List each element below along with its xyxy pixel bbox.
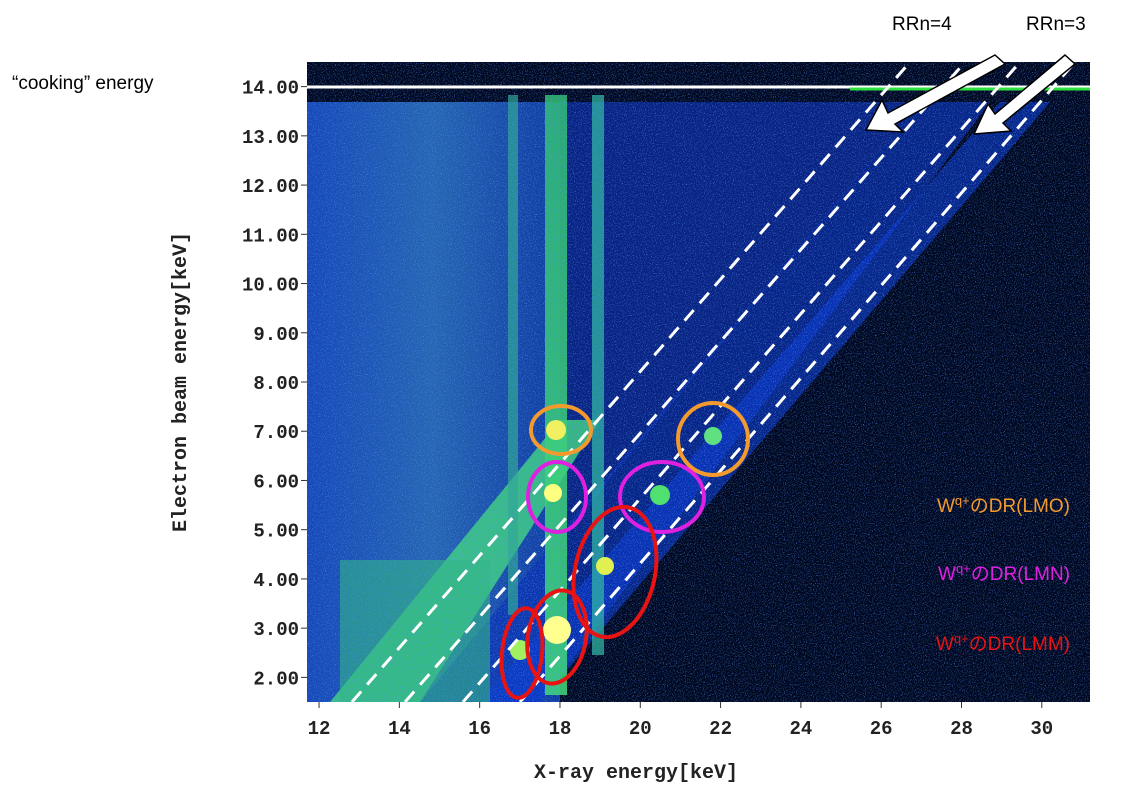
x-tick-label: 24 xyxy=(789,718,812,740)
dr-label: Wq+のDR(LMO) xyxy=(937,493,1070,517)
rr-lines xyxy=(350,62,1077,702)
dr-circles xyxy=(499,401,750,700)
dr-label-rest: のDR(LMO) xyxy=(970,496,1070,517)
y-tick-label: 10.00 xyxy=(242,275,299,297)
y-tick-label: 2.00 xyxy=(253,668,299,690)
x-tick-label: 12 xyxy=(308,718,331,740)
x-tick-label: 28 xyxy=(950,718,973,740)
y-tick-label: 7.00 xyxy=(253,422,299,444)
x-tick-label: 18 xyxy=(549,718,572,740)
y-tick-label: 3.00 xyxy=(253,619,299,641)
y-tick-label: 4.00 xyxy=(253,570,299,592)
y-tick-label: 6.00 xyxy=(253,471,299,493)
y-tick-label: 9.00 xyxy=(253,324,299,346)
x-tick-label: 20 xyxy=(629,718,652,740)
dr-label-sup: q+ xyxy=(954,631,969,646)
cooking-label: “cooking” energy xyxy=(12,73,154,94)
x-tick-label: 22 xyxy=(709,718,732,740)
y-tick-label: 11.00 xyxy=(242,225,299,247)
dr-label-sup: q+ xyxy=(956,561,971,576)
y-axis-label: Electron beam energy[keV] xyxy=(170,232,193,532)
x-axis-label: X-ray energy[keV] xyxy=(534,762,738,785)
dr-label-base: W xyxy=(938,564,956,585)
dr-label-base: W xyxy=(937,496,955,517)
dr-label: Wq+のDR(LMM) xyxy=(936,631,1070,655)
y-tick-label: 12.00 xyxy=(242,176,299,198)
heatmap xyxy=(307,62,1090,702)
rr4-label: RRn=4 xyxy=(892,14,952,35)
x-tick-label: 30 xyxy=(1030,718,1053,740)
y-tick-label: 5.00 xyxy=(253,521,299,543)
x-tick-label: 16 xyxy=(468,718,491,740)
dr-label: Wq+のDR(LMN) xyxy=(938,561,1070,585)
x-tick-label: 14 xyxy=(388,718,411,740)
x-tick-label: 26 xyxy=(870,718,893,740)
dr-label-sup: q+ xyxy=(955,493,970,508)
y-tick-label: 13.00 xyxy=(242,127,299,149)
dr-label-base: W xyxy=(936,634,954,655)
arrows xyxy=(864,54,1077,135)
dr-label-rest: のDR(LMM) xyxy=(969,634,1070,655)
rr3-label: RRn=3 xyxy=(1026,14,1086,35)
dr-label-rest: のDR(LMN) xyxy=(971,564,1070,585)
y-tick-label: 14.00 xyxy=(242,78,299,100)
y-tick-label: 8.00 xyxy=(253,373,299,395)
